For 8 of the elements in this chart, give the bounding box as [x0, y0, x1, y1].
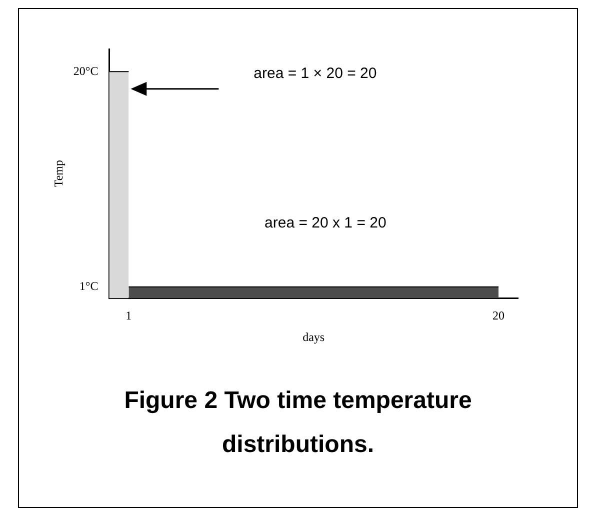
text: Figure 2 Two time temperature distributions. [123, 386, 473, 460]
y-axis-title: Temp [51, 160, 66, 188]
y-tick-label: 20°C [73, 64, 98, 78]
x-tick-label: 20 [492, 308, 505, 323]
annotation: area = 20 x 1 = 20 [264, 214, 386, 232]
annotation: area = 1 × 20 = 20 [254, 65, 377, 82]
x-axis-title: days [302, 330, 325, 344]
x-tick-label: 1 [126, 308, 132, 323]
